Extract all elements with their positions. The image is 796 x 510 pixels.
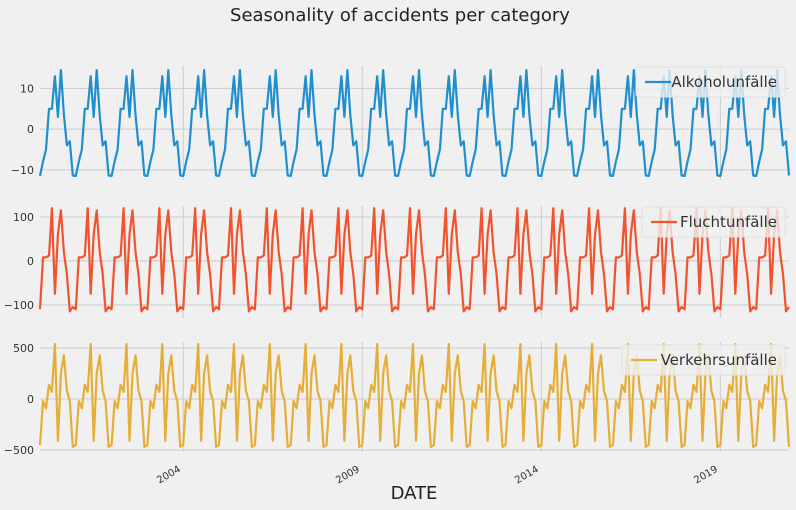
- y-tick-label: 0: [27, 123, 34, 136]
- y-tick-label: −10: [11, 164, 34, 177]
- y-tick-label: −500: [4, 444, 34, 457]
- y-tick-label: 100: [13, 211, 34, 224]
- legend-box: [641, 206, 786, 238]
- y-tick-label: 0: [27, 393, 34, 406]
- y-tick-label: 0: [27, 255, 34, 268]
- subplot-1: 10 0 −10 Alkoholunfälle: [11, 66, 791, 180]
- legend-box: [621, 344, 786, 376]
- legend-box: [635, 66, 786, 98]
- x-axis-label: DATE: [391, 483, 438, 504]
- subplot-2: 100 0 −100 Fluchtunfälle: [4, 206, 790, 318]
- subplot-3: 500 0 −500 Verkehrsunfälle: [4, 342, 791, 457]
- legend-label: Verkehrsunfälle: [661, 351, 777, 369]
- legend: Fluchtunfälle: [641, 206, 786, 238]
- legend-label: Alkoholunfälle: [671, 73, 777, 91]
- legend: Verkehrsunfälle: [621, 344, 786, 376]
- y-tick-label: 10: [20, 82, 34, 95]
- figure-title: Seasonality of accidents per category: [230, 5, 570, 26]
- legend: Alkoholunfälle: [635, 66, 786, 98]
- y-tick-label: 500: [13, 342, 34, 355]
- series-line-Fluchtunfälle: [38, 207, 790, 313]
- y-tick-label: −100: [4, 299, 34, 312]
- subplots: 100−10Alkoholunfälle1000−100Fluchtunfäll…: [4, 66, 791, 457]
- legend-label: Fluchtunfälle: [680, 213, 777, 231]
